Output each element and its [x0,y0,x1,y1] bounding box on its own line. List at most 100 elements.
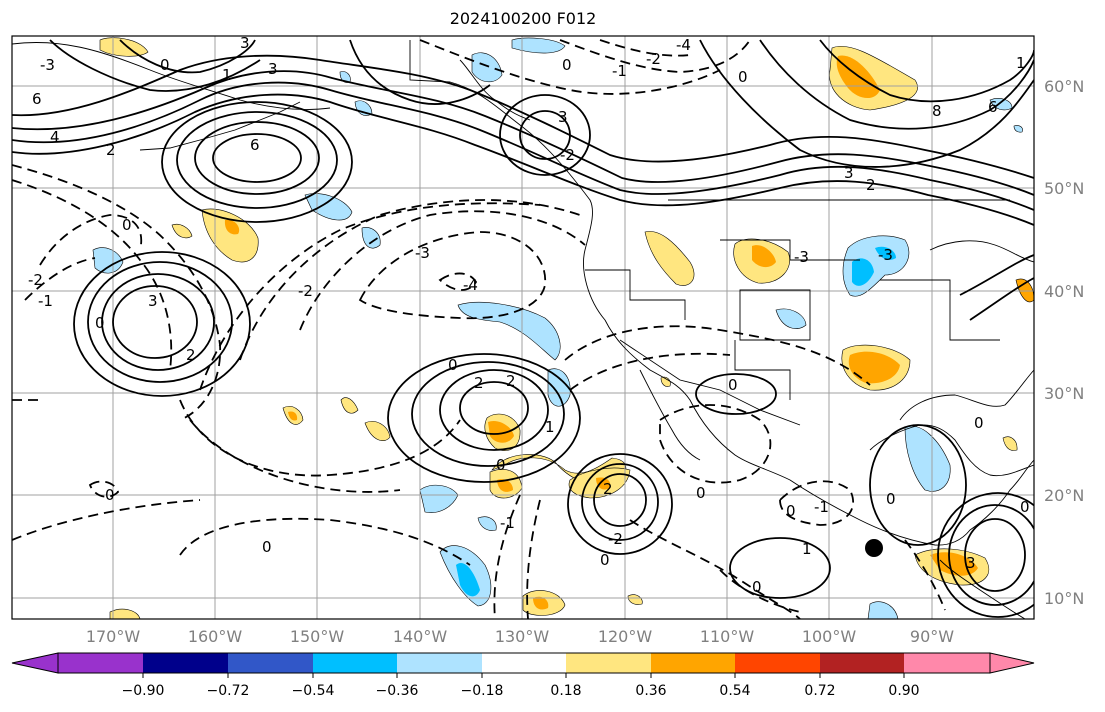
contour-label: 1 [802,540,812,558]
lat-label: 50°N [1044,179,1084,198]
contour-label: 0 [738,68,748,86]
contour-label: 0 [122,216,132,234]
colorbar-tick-label: 0.90 [888,683,919,699]
colorbar-tick-label: 0.54 [719,683,750,699]
contour-label: -1 [612,62,627,80]
contour-label: -2 [298,282,313,300]
contour-label: 6 [250,136,260,154]
contour-label: 3 [240,34,250,52]
storm-marker [865,539,883,557]
contour-label: -2 [646,50,661,68]
contour-label: 3 [148,292,158,310]
contour-label: 2 [866,176,876,194]
contour-label: 0 [786,502,796,520]
contour-label: -1 [814,498,829,516]
contour-label: 2 [474,374,484,392]
contour-label: 6 [988,98,998,116]
map-content: -3 -2 0 3 2 6 6 4 2 8 6 3 2 -4 -3 0 -3 -… [12,34,1034,619]
contour-label: 4 [50,128,60,146]
lon-label: 150°W [290,627,345,646]
lat-label: 40°N [1044,282,1084,301]
contour-label: 0 [728,376,738,394]
colorbar-swatch [397,653,482,673]
contour-labels: -3 -2 0 3 2 6 6 4 2 8 6 3 2 -4 -3 0 -3 -… [28,34,1030,596]
lon-label: 120°W [598,627,653,646]
contour-label: 2 [186,346,196,364]
latitude-labels: 60°N 50°N 40°N 30°N 20°N 10°N [1044,77,1084,608]
contour-label: -4 [463,276,478,294]
colorbar-max-extend [989,652,1035,674]
solid-contours [12,39,1034,618]
lon-label: 90°W [910,627,954,646]
contour-label: -1 [500,514,515,532]
contour-label: 0 [1020,498,1030,516]
contour-label: 0 [696,484,706,502]
contour-label: 2 [603,480,613,498]
contour-label: -3 [878,246,893,264]
lon-label: 170°W [86,627,141,646]
colorbar-tick-label: −0.90 [122,683,165,699]
contour-label: 0 [160,56,170,74]
negative-shading [92,37,1023,619]
colorbar-tick-label: −0.72 [207,683,250,699]
lat-label: 10°N [1044,589,1084,608]
colorbar-tick-label: −0.18 [461,683,504,699]
colorbar-swatch [313,653,397,673]
dashed-contours [12,39,946,619]
contour-label: 0 [752,578,762,596]
colorbar-tick-label: 0.18 [550,683,581,699]
contour-label: 3 [268,60,278,78]
longitude-labels: 170°W 160°W 150°W 140°W 130°W 120°W 110°… [86,627,954,646]
contour-label: 1 [222,66,232,84]
lat-label: 20°N [1044,486,1084,505]
colorbar-swatch [651,653,735,673]
colorbar-tick-label: −0.54 [292,683,335,699]
contour-label: 0 [974,414,984,432]
map-title: 2024100200 F012 [449,9,597,28]
colorbar-swatch [482,653,566,673]
map-frame [11,35,1035,620]
positive-shading [99,37,1034,619]
colorbar-swatch [735,653,820,673]
colorbar-swatch [820,653,904,673]
contour-label: 0 [262,538,272,556]
contour-label: 2 [106,141,116,159]
lon-label: 140°W [393,627,448,646]
contour-label: 0 [886,490,896,508]
contour-label: -3 [415,244,430,262]
colorbar-swatch [143,653,228,673]
contour-label: -2 [608,530,623,548]
contour-label: 1 [1016,54,1026,72]
contour-label: 6 [32,90,42,108]
contour-label: 1 [545,418,555,436]
colorbar-swatch [228,653,313,673]
lat-label: 30°N [1044,384,1084,403]
colorbar: −0.90 −0.72 −0.54 −0.36 −0.18 0.18 0.36 … [11,652,1035,699]
lon-label: 110°W [700,627,755,646]
colorbar-tick-label: 0.36 [635,683,666,699]
contour-label: -3 [40,56,55,74]
contour-label: 0 [562,56,572,74]
contour-label: -1 [38,292,53,310]
contour-label: 3 [558,108,568,126]
contour-label: 0 [496,456,506,474]
colorbar-min-extend [11,652,59,674]
contour-label: 2 [506,372,516,390]
contour-label: 3 [844,164,854,182]
contour-label: -2 [28,271,43,289]
contour-label: 8 [932,102,942,120]
colorbar-swatch [904,653,990,673]
colorbar-swatch [58,653,143,673]
contour-label: 0 [95,314,105,332]
contour-label: 0 [105,486,115,504]
contour-label: 0 [600,551,610,569]
colorbar-swatch [566,653,651,673]
lat-label: 60°N [1044,77,1084,96]
contour-label: -4 [676,36,691,54]
contour-label: 3 [966,554,976,572]
lon-label: 100°W [802,627,857,646]
lon-label: 160°W [188,627,243,646]
lon-label: 130°W [495,627,550,646]
contour-label: 0 [448,356,458,374]
colorbar-tick-label: −0.36 [376,683,419,699]
